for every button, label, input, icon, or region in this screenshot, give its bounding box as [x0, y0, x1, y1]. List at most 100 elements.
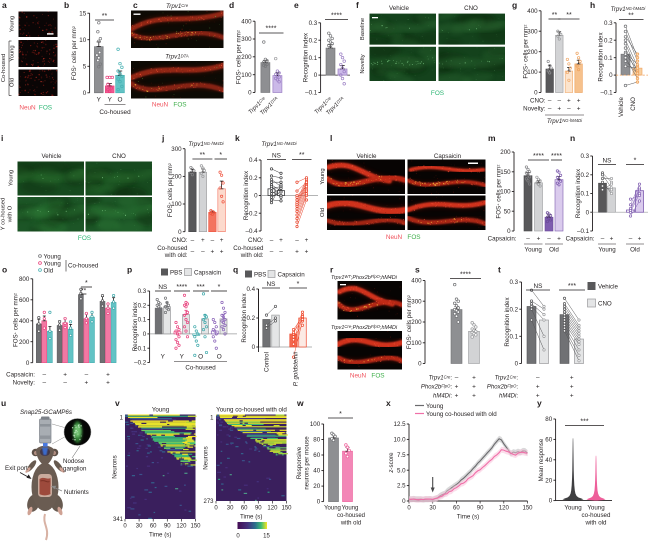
- svg-text:x: x: [386, 398, 391, 408]
- svg-text:–: –: [211, 237, 215, 244]
- svg-text:Young: Young: [525, 247, 543, 254]
- svg-text:120: 120: [176, 524, 187, 530]
- svg-text:300: 300: [241, 36, 252, 43]
- svg-text:Young: Young: [10, 45, 16, 61]
- svg-text:0: 0: [402, 498, 406, 505]
- svg-text:Neurons: Neurons: [203, 446, 210, 469]
- svg-text:m: m: [488, 133, 496, 143]
- svg-text:**: **: [552, 12, 558, 19]
- svg-text:Young: Young: [320, 168, 326, 184]
- svg-text:Y co-housed: Y co-housed: [1, 198, 7, 230]
- svg-text:Responsive: Responsive: [296, 446, 303, 479]
- svg-text:–: –: [270, 237, 274, 244]
- svg-text:–: –: [601, 236, 605, 243]
- svg-text:–: –: [270, 249, 274, 256]
- svg-text:–: –: [63, 380, 67, 387]
- svg-text:Co-housed: Co-housed: [68, 263, 99, 270]
- svg-text:100: 100: [310, 421, 321, 428]
- svg-text:Snap25-GCaMP6s: Snap25-GCaMP6s: [20, 409, 72, 416]
- svg-text:0: 0: [83, 90, 87, 97]
- svg-text:+: +: [610, 236, 614, 243]
- svg-text:Time (s): Time (s): [240, 514, 262, 521]
- svg-text:0: 0: [317, 499, 321, 506]
- svg-text:Young: Young: [10, 16, 16, 32]
- svg-text:5.0: 5.0: [397, 467, 406, 474]
- svg-text:d: d: [229, 0, 234, 10]
- svg-text:+: +: [570, 393, 574, 400]
- svg-text:–: –: [558, 98, 562, 105]
- svg-text:CNO:: CNO:: [530, 98, 546, 105]
- svg-text:CNO:: CNO:: [172, 237, 188, 244]
- svg-text:***: ***: [580, 419, 588, 426]
- svg-text:FOS: FOS: [371, 373, 384, 380]
- svg-text:800: 800: [19, 276, 30, 283]
- svg-text:12.5: 12.5: [394, 421, 407, 428]
- svg-text:+: +: [305, 249, 309, 256]
- svg-text:Recognition index: Recognition index: [132, 301, 139, 351]
- svg-text:10: 10: [79, 37, 86, 44]
- svg-text:Y: Y: [180, 354, 185, 361]
- svg-text:600: 600: [19, 297, 30, 304]
- svg-text:–: –: [455, 375, 459, 382]
- svg-text:0: 0: [254, 193, 258, 200]
- svg-text:NeuN: NeuN: [19, 105, 36, 112]
- svg-text:0: 0: [507, 228, 511, 235]
- svg-text:0.2: 0.2: [604, 37, 613, 44]
- svg-text:q: q: [233, 265, 238, 275]
- svg-text:Young: Young: [44, 253, 62, 260]
- svg-text:20: 20: [545, 477, 552, 484]
- svg-text:s: s: [415, 265, 420, 275]
- svg-text:–: –: [43, 372, 47, 379]
- svg-text:80: 80: [545, 416, 552, 423]
- svg-text:0.3: 0.3: [604, 20, 613, 27]
- svg-text:FOS+ cells per mm2: FOS+ cells per mm2: [71, 25, 78, 80]
- svg-text:Co-housed: Co-housed: [233, 245, 264, 252]
- svg-text:Baseline: Baseline: [360, 18, 366, 40]
- svg-text:0: 0: [26, 360, 30, 367]
- svg-text:hM4Di:: hM4Di:: [433, 394, 452, 400]
- svg-text:co-housed: co-housed: [337, 513, 365, 519]
- svg-text:+: +: [577, 106, 581, 113]
- svg-text:NS: NS: [267, 281, 276, 288]
- svg-text:0.3: 0.3: [138, 288, 147, 295]
- svg-text:Capsaicin: Capsaicin: [434, 153, 462, 160]
- svg-text:Young co-housed with old: Young co-housed with old: [426, 411, 497, 418]
- svg-text:Capsaicin:: Capsaicin:: [488, 236, 517, 243]
- svg-text:150: 150: [281, 506, 292, 512]
- svg-text:–: –: [526, 236, 530, 243]
- svg-text:Co-housed: Co-housed: [185, 365, 216, 372]
- svg-text:FOS: FOS: [407, 234, 420, 241]
- svg-text:Young co-housed with old: Young co-housed with old: [216, 407, 287, 414]
- svg-text:with old: with old: [340, 521, 361, 527]
- svg-text:*: *: [339, 411, 342, 418]
- svg-text:Recognition index: Recognition index: [243, 170, 250, 220]
- svg-text:****: ****: [460, 272, 471, 279]
- svg-text:Vehicle: Vehicle: [357, 153, 378, 160]
- svg-text:Time (s): Time (s): [457, 514, 479, 521]
- svg-text:–: –: [191, 249, 195, 256]
- svg-text:PBS: PBS: [170, 270, 182, 277]
- svg-text:Y: Y: [108, 97, 113, 104]
- svg-text:Control: Control: [264, 352, 271, 372]
- svg-text:+: +: [106, 380, 110, 387]
- svg-text:0: 0: [586, 209, 590, 216]
- svg-text:80: 80: [313, 437, 320, 444]
- svg-text:****: ****: [266, 26, 277, 33]
- svg-text:Mean response: Mean response: [538, 438, 545, 481]
- svg-text:90: 90: [477, 506, 484, 512]
- svg-text:–: –: [536, 375, 540, 382]
- svg-text:Recognition index: Recognition index: [241, 293, 248, 343]
- svg-text:400: 400: [527, 8, 538, 15]
- svg-text:–0.4: –0.4: [246, 228, 259, 235]
- svg-text:0: 0: [314, 72, 318, 79]
- svg-text:+: +: [570, 384, 574, 391]
- svg-text:–: –: [295, 237, 299, 244]
- svg-text:400: 400: [19, 318, 30, 325]
- svg-text:15: 15: [79, 10, 86, 17]
- svg-text:7.5: 7.5: [397, 452, 406, 459]
- svg-text:e: e: [294, 0, 299, 10]
- svg-text:Young: Young: [342, 506, 359, 512]
- svg-text:+: +: [455, 384, 459, 391]
- svg-text:****: ****: [533, 153, 544, 160]
- svg-text:Young: Young: [426, 403, 444, 410]
